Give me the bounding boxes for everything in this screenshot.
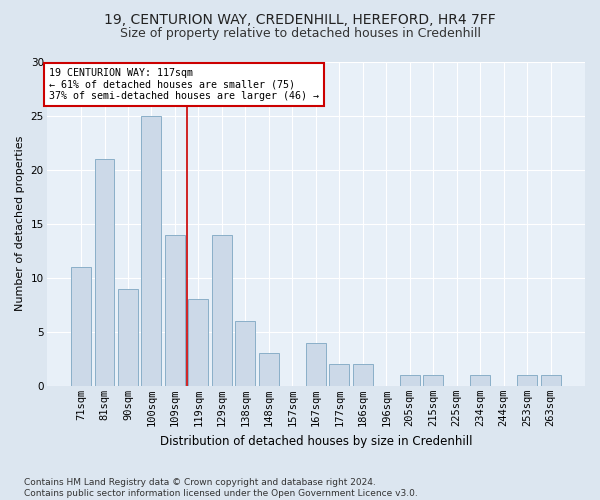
- Bar: [306, 342, 326, 386]
- Bar: [541, 375, 560, 386]
- Text: Contains HM Land Registry data © Crown copyright and database right 2024.
Contai: Contains HM Land Registry data © Crown c…: [24, 478, 418, 498]
- Bar: [517, 375, 537, 386]
- Bar: [329, 364, 349, 386]
- Bar: [118, 288, 138, 386]
- Bar: [95, 159, 115, 386]
- Bar: [142, 116, 161, 386]
- Bar: [212, 234, 232, 386]
- Bar: [188, 300, 208, 386]
- Bar: [423, 375, 443, 386]
- Y-axis label: Number of detached properties: Number of detached properties: [15, 136, 25, 312]
- Bar: [259, 354, 279, 386]
- X-axis label: Distribution of detached houses by size in Credenhill: Distribution of detached houses by size …: [160, 434, 472, 448]
- Bar: [71, 267, 91, 386]
- Bar: [353, 364, 373, 386]
- Bar: [235, 321, 256, 386]
- Text: 19, CENTURION WAY, CREDENHILL, HEREFORD, HR4 7FF: 19, CENTURION WAY, CREDENHILL, HEREFORD,…: [104, 12, 496, 26]
- Bar: [165, 234, 185, 386]
- Bar: [470, 375, 490, 386]
- Text: Size of property relative to detached houses in Credenhill: Size of property relative to detached ho…: [119, 28, 481, 40]
- Bar: [400, 375, 419, 386]
- Text: 19 CENTURION WAY: 117sqm
← 61% of detached houses are smaller (75)
37% of semi-d: 19 CENTURION WAY: 117sqm ← 61% of detach…: [49, 68, 319, 101]
